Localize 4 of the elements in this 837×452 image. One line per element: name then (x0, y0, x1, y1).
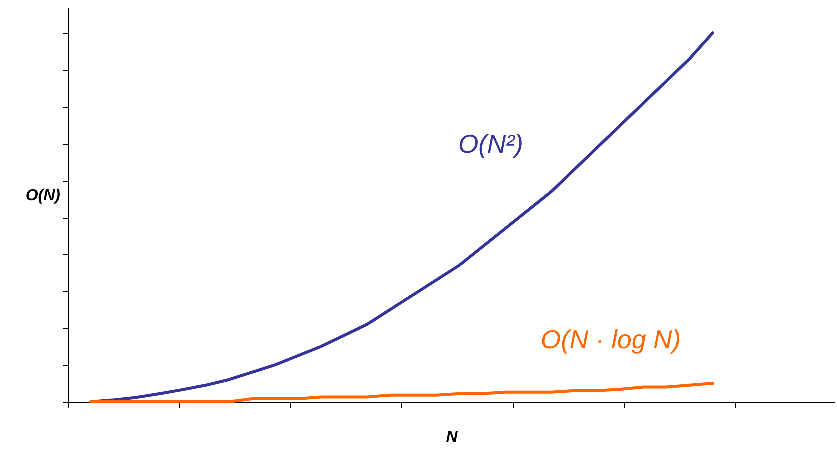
series-label: O(N²) (458, 129, 524, 160)
x-axis-title: N (446, 429, 458, 446)
series-label: O(N · log N) (540, 324, 681, 355)
y-axis-title: O(N) (26, 188, 60, 204)
